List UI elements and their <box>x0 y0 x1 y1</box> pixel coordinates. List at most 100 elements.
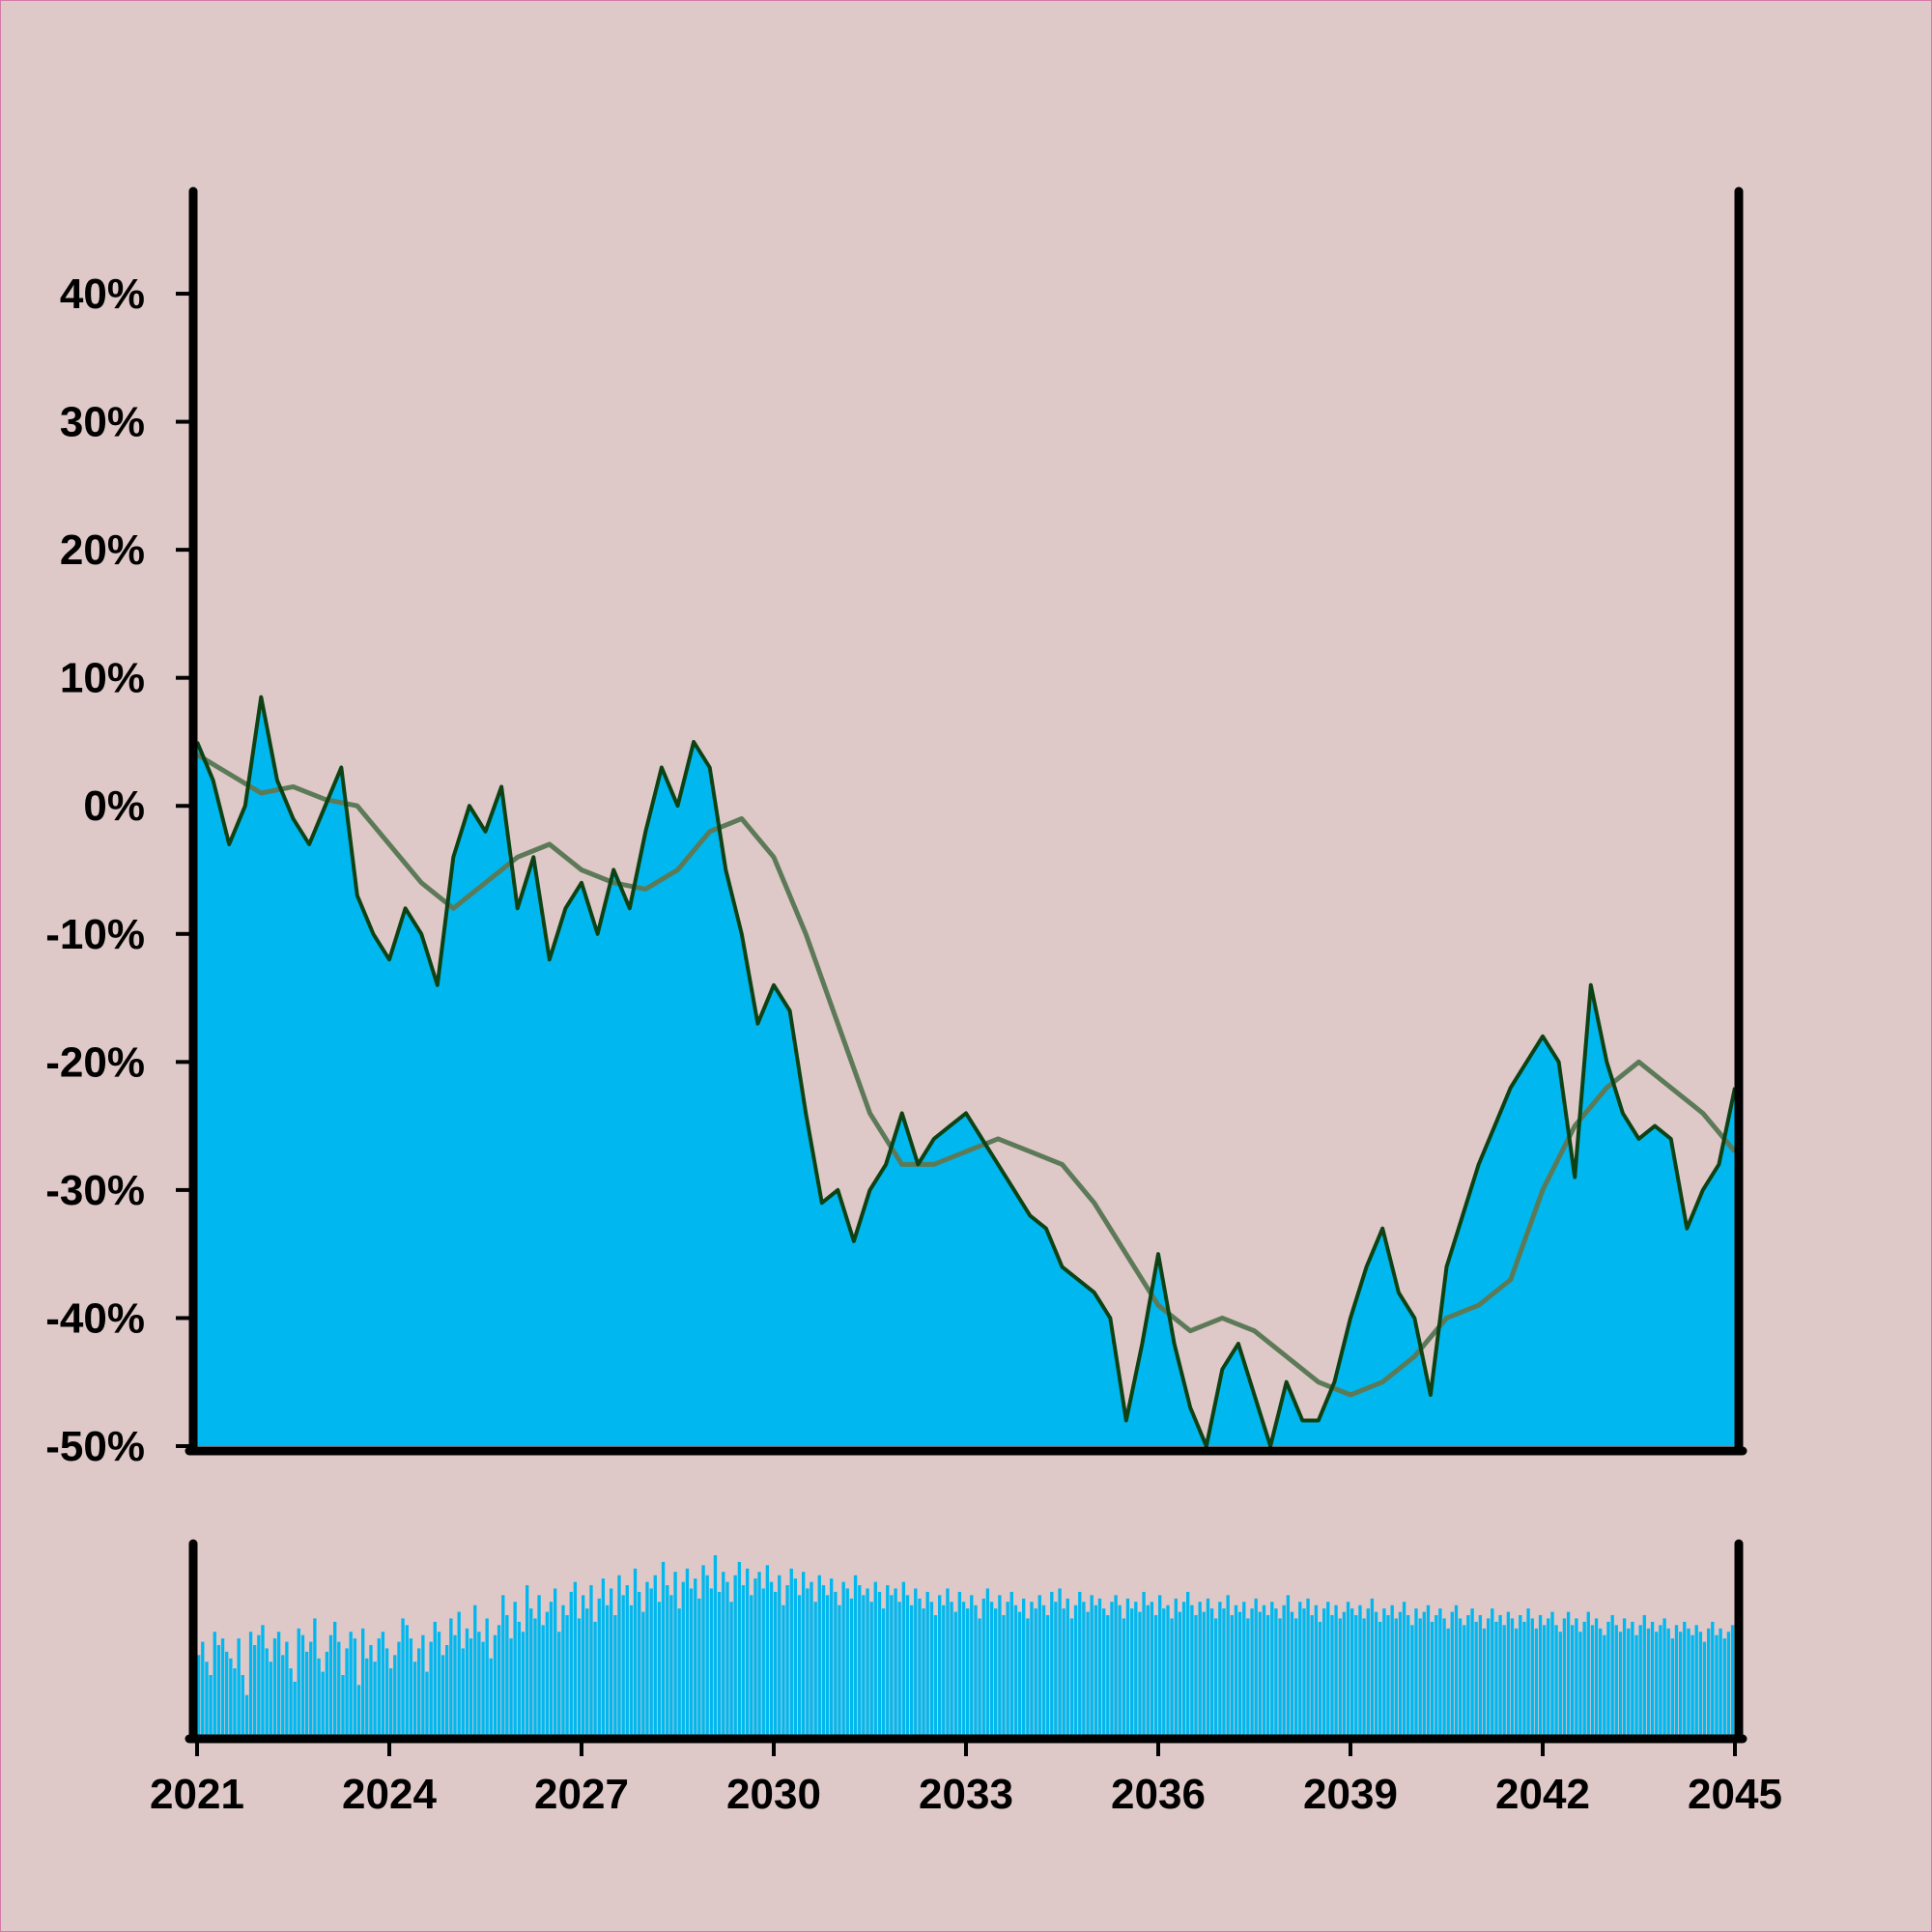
volume-bar <box>473 1605 477 1735</box>
volume-bar <box>241 1675 244 1735</box>
volume-bar <box>905 1595 910 1735</box>
volume-bar <box>1086 1611 1090 1735</box>
volume-bar <box>1454 1605 1459 1735</box>
main-panel: 40% 30% 20% 10% 0% -10% -20% -30% -40% -50% <box>45 186 1747 1470</box>
volume-bar <box>1170 1618 1174 1735</box>
volume-bar <box>337 1641 341 1735</box>
volume-bar <box>914 1588 918 1735</box>
volume-bar <box>1102 1608 1106 1735</box>
volume-bar <box>1306 1598 1310 1735</box>
y-tick-label: -10% <box>45 911 145 958</box>
volume-bar <box>297 1628 300 1735</box>
volume-bar <box>485 1618 489 1735</box>
volume-bar <box>549 1602 554 1735</box>
volume-bar <box>1498 1615 1502 1735</box>
volume-bar <box>1282 1605 1286 1735</box>
volume-bar <box>1342 1611 1347 1735</box>
x-tick-label: 2036 <box>1111 1771 1206 1818</box>
volume-bar <box>746 1568 750 1735</box>
volume-bar <box>1466 1615 1470 1735</box>
volume-bar <box>1017 1611 1022 1735</box>
volume-bar <box>1558 1632 1562 1735</box>
volume-bar <box>429 1641 433 1735</box>
volume-bar <box>1130 1608 1134 1735</box>
volume-bar <box>1166 1605 1170 1735</box>
volume-bar <box>505 1615 509 1735</box>
y-tick-label: 10% <box>60 655 145 702</box>
volume-bar <box>789 1568 793 1735</box>
volume-bar <box>705 1575 709 1735</box>
volume-bar <box>593 1621 597 1735</box>
volume-bar <box>1030 1602 1034 1735</box>
volume-bar <box>1426 1605 1431 1735</box>
volume-bar <box>1726 1632 1731 1735</box>
volume-bar <box>1575 1618 1578 1735</box>
volume-bar <box>1538 1615 1543 1735</box>
volume-bar <box>289 1668 293 1735</box>
volume-bar <box>216 1645 221 1735</box>
volume-bar <box>1146 1605 1150 1735</box>
volume-bar <box>545 1611 550 1735</box>
volume-bar <box>220 1638 225 1735</box>
volume-bar <box>1450 1611 1454 1735</box>
volume-bar <box>1358 1605 1362 1735</box>
volume-bar <box>729 1602 733 1735</box>
volume-bar <box>981 1598 985 1735</box>
volume-bar <box>1562 1618 1567 1735</box>
volume-bar <box>1209 1608 1214 1735</box>
volume-bar <box>405 1625 409 1735</box>
volume-bar <box>445 1645 449 1735</box>
volume-bar <box>669 1595 673 1735</box>
y-tick-label: 30% <box>60 399 145 446</box>
volume-bar <box>1662 1618 1666 1735</box>
volume-bar <box>1298 1602 1302 1735</box>
volume-bar <box>205 1662 209 1735</box>
volume-bar <box>1094 1605 1098 1735</box>
volume-bar <box>657 1602 662 1735</box>
volume-bar <box>722 1572 725 1735</box>
volume-bar <box>409 1638 413 1735</box>
volume-bar <box>1547 1618 1550 1735</box>
volume-bar <box>425 1671 429 1735</box>
volume-bar <box>437 1632 441 1735</box>
volume-bar <box>689 1588 694 1735</box>
volume-bar <box>1274 1608 1278 1735</box>
price-line <box>195 695 1737 1448</box>
volume-bar <box>1458 1618 1463 1735</box>
volume-bar <box>1515 1628 1519 1735</box>
volume-bar <box>774 1591 778 1735</box>
volume-bar <box>994 1608 998 1735</box>
volume-bar <box>961 1602 966 1735</box>
volume-bar <box>849 1598 854 1735</box>
volume-bar <box>1214 1618 1218 1735</box>
volume-bar <box>741 1585 746 1735</box>
volume-bar <box>1050 1591 1054 1735</box>
volume-bar <box>1590 1625 1595 1735</box>
y-tick-label: -30% <box>45 1167 145 1214</box>
volume-bar <box>918 1598 922 1735</box>
volume-bar <box>333 1621 337 1735</box>
x-tick-label: 2027 <box>534 1771 629 1818</box>
volume-bar <box>1226 1595 1230 1735</box>
volume-bar <box>1065 1598 1069 1735</box>
volume-bar <box>541 1625 545 1735</box>
volume-bar <box>1446 1628 1450 1735</box>
volume-bar <box>825 1595 830 1735</box>
volume-bar <box>453 1634 457 1735</box>
volume-bar <box>1278 1618 1282 1735</box>
volume-bar <box>1286 1595 1291 1735</box>
volume-bar <box>261 1625 265 1735</box>
volume-bar <box>1482 1628 1487 1735</box>
volume-bar <box>778 1575 781 1735</box>
volume-bar <box>953 1611 957 1735</box>
volume-bar <box>381 1632 385 1735</box>
volume-bar <box>1631 1621 1634 1735</box>
volume-bar <box>633 1568 638 1735</box>
y-tick-label: 20% <box>60 526 145 574</box>
volume-bar <box>1222 1608 1226 1735</box>
volume-bar <box>1254 1598 1258 1735</box>
volume-bar <box>1571 1625 1575 1735</box>
volume-bar <box>1646 1628 1651 1735</box>
volume-bar <box>1218 1602 1222 1735</box>
